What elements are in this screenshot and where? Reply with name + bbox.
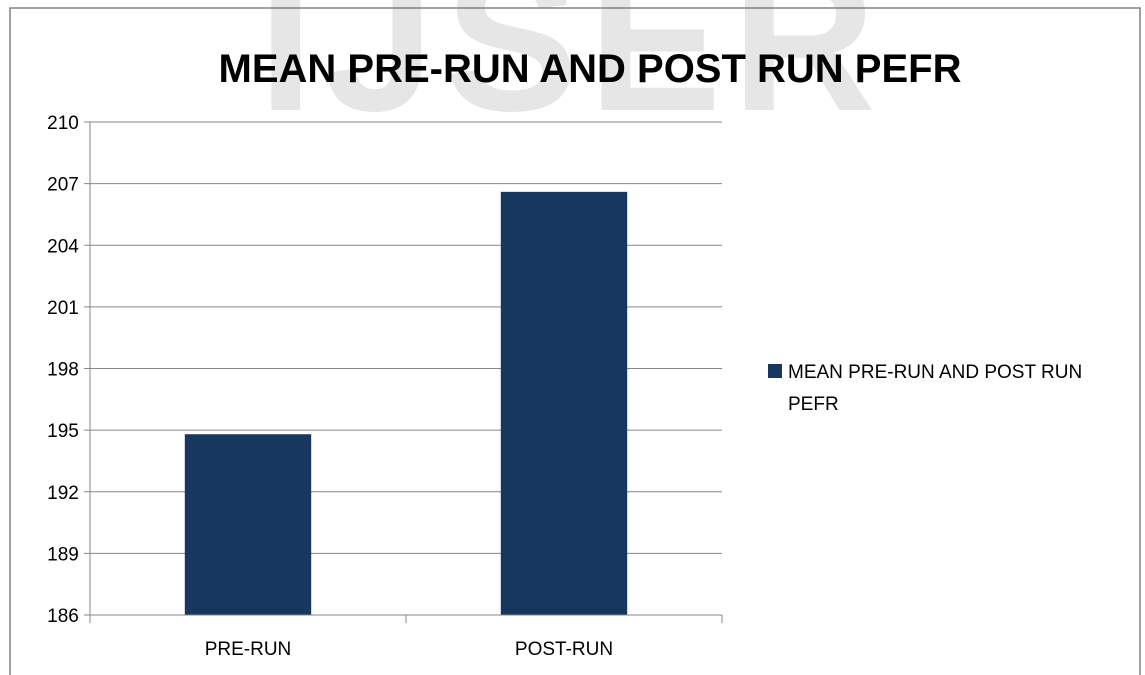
- legend-label-line-2: PEFR: [788, 394, 839, 415]
- y-tick-label: 201: [47, 298, 79, 319]
- axes: [84, 121, 723, 623]
- y-axis-tick-labels: 186 189 192 195 198 201 204 207 210: [47, 113, 79, 627]
- bars: [184, 191, 628, 615]
- chart-border: [9, 7, 1141, 675]
- x-tick-label: POST-RUN: [515, 639, 613, 660]
- y-tick-label: 189: [47, 544, 79, 565]
- y-tick-label: 210: [47, 113, 79, 134]
- x-tick-label: PRE-RUN: [205, 639, 292, 660]
- y-tick-label: 192: [47, 483, 79, 504]
- y-tick-label: 204: [47, 236, 79, 257]
- y-tick-label: 207: [47, 175, 79, 196]
- y-tick-label: 195: [47, 421, 79, 442]
- watermark: IJSER: [258, 0, 886, 153]
- x-axis-tick-labels: PRE-RUN POST-RUN: [205, 639, 613, 660]
- legend-label-line-1: MEAN PRE-RUN AND POST RUN: [788, 362, 1082, 383]
- legend: MEAN PRE-RUN AND POST RUN PEFR: [768, 362, 1082, 415]
- legend-swatch: [768, 364, 782, 378]
- y-tick-label: 186: [47, 606, 79, 627]
- bar-post-run: [500, 191, 628, 615]
- bar-pre-run: [184, 434, 312, 615]
- chart-title: MEAN PRE-RUN AND POST RUN PEFR: [219, 47, 962, 91]
- y-tick-label: 198: [47, 360, 79, 381]
